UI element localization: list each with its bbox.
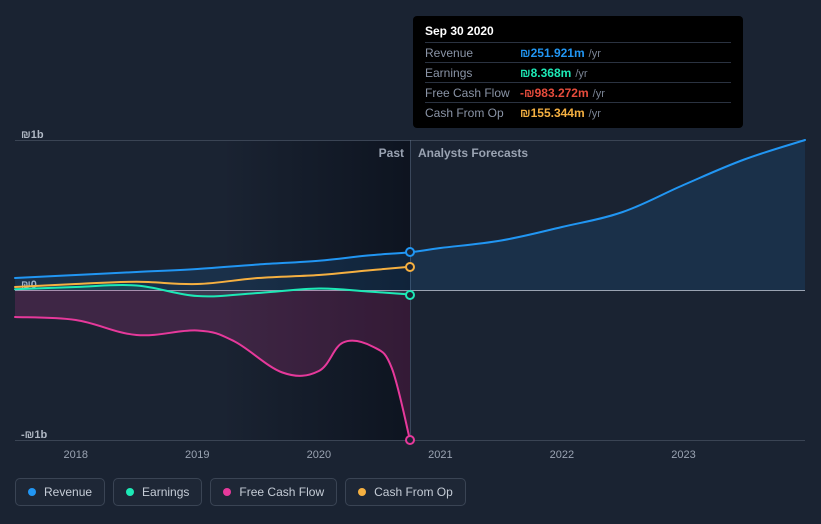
chart-container: ₪1b₪0-₪1b Past Analysts Forecasts 201820… [0,0,821,524]
x-axis: 2018 2019 2020 2021 2022 2023 [15,445,805,465]
legend: Revenue Earnings Free Cash Flow Cash From O… [15,478,466,506]
legend-dot-icon [358,488,366,496]
legend-label: Free Cash Flow [239,485,324,499]
legend-item-revenue[interactable]: Revenue [15,478,105,506]
tooltip-row-unit: /yr [589,108,601,120]
x-axis-label: 2020 [307,449,331,461]
tooltip-row-label: Cash From Op [425,106,520,120]
tooltip-row-label: Free Cash Flow [425,86,520,100]
tooltip-date: Sep 30 2020 [425,24,731,42]
x-axis-label: 2021 [428,449,452,461]
tooltip-row-value: ₪155.344m [520,106,585,120]
legend-dot-icon [28,488,36,496]
tooltip-row-unit: /yr [593,88,605,100]
tooltip-row-unit: /yr [575,68,587,80]
tooltip-row-fcf: Free Cash Flow-₪983.272m/yr [425,82,731,102]
legend-label: Cash From Op [374,485,453,499]
x-axis-label: 2018 [64,449,88,461]
tooltip-row-cfo: Cash From Op₪155.344m/yr [425,102,731,122]
plot-area[interactable]: ₪1b₪0-₪1b Past Analysts Forecasts [15,140,805,440]
legend-item-fcf[interactable]: Free Cash Flow [210,478,337,506]
tooltip-row-value: ₪8.368m [520,66,571,80]
legend-item-cfo[interactable]: Cash From Op [345,478,466,506]
tooltip-rows: Revenue₪251.921m/yrEarnings₪8.368m/yrFre… [425,42,731,122]
x-axis-label: 2023 [671,449,695,461]
tooltip-row-unit: /yr [589,48,601,60]
tooltip-row-value: ₪251.921m [520,46,585,60]
series-area-fcf [15,290,410,440]
legend-label: Revenue [44,485,92,499]
tooltip-row-value: -₪983.272m [520,86,589,100]
chart-svg [15,140,805,440]
legend-dot-icon [126,488,134,496]
tooltip-row-earnings: Earnings₪8.368m/yr [425,62,731,82]
legend-label: Earnings [142,485,189,499]
x-axis-label: 2022 [550,449,574,461]
tooltip: Sep 30 2020 Revenue₪251.921m/yrEarnings₪… [413,16,743,128]
x-axis-label: 2019 [185,449,209,461]
tooltip-row-label: Revenue [425,46,520,60]
tooltip-row-revenue: Revenue₪251.921m/yr [425,42,731,62]
tooltip-row-label: Earnings [425,66,520,80]
legend-item-earnings[interactable]: Earnings [113,478,202,506]
legend-dot-icon [223,488,231,496]
